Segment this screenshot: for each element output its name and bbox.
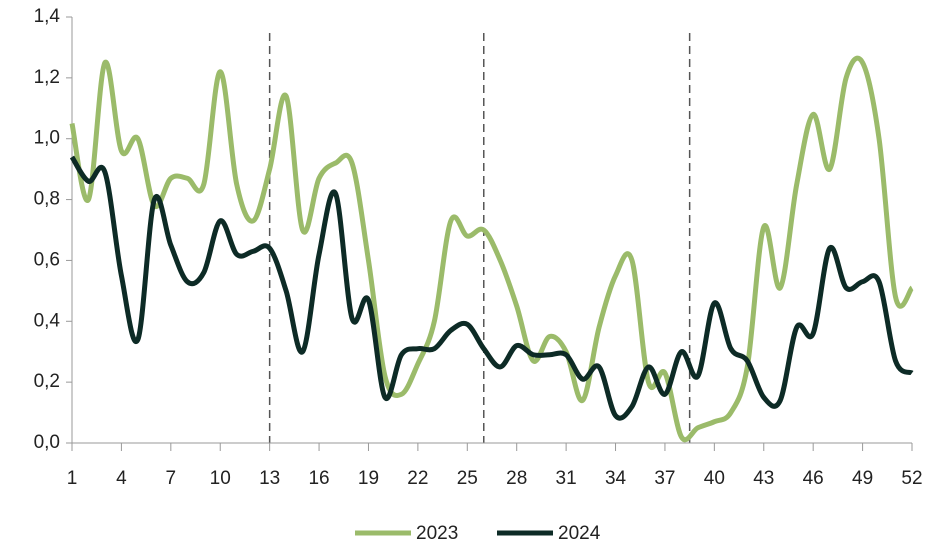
y-tick-label: 0,2 bbox=[34, 371, 60, 392]
x-tick-label: 4 bbox=[116, 468, 127, 489]
legend-label: 2023 bbox=[416, 523, 458, 544]
y-tick-label: 0,4 bbox=[34, 310, 61, 331]
y-tick-label: 1,2 bbox=[34, 67, 60, 88]
x-tick-label: 13 bbox=[259, 468, 280, 489]
series-line bbox=[69, 155, 914, 421]
x-tick-label: 40 bbox=[704, 468, 725, 489]
legend-label: 2024 bbox=[558, 523, 601, 544]
x-tick-label: 49 bbox=[852, 468, 873, 489]
x-tick-label: 46 bbox=[803, 468, 824, 489]
x-tick-label: 37 bbox=[654, 468, 675, 489]
x-tick-label: 10 bbox=[210, 468, 231, 489]
x-tick-label: 19 bbox=[358, 468, 379, 489]
x-tick-label: 1 bbox=[67, 468, 78, 489]
y-tick-label: 1,4 bbox=[34, 6, 61, 27]
x-tick-label: 31 bbox=[556, 468, 577, 489]
y-tick-label: 0,8 bbox=[34, 189, 60, 210]
x-tick-label: 25 bbox=[457, 468, 478, 489]
y-tick-label: 1,0 bbox=[34, 128, 60, 149]
x-tick-label: 22 bbox=[407, 468, 428, 489]
x-tick-label: 7 bbox=[166, 468, 177, 489]
x-tick-label: 52 bbox=[901, 468, 922, 489]
y-tick-label: 0,0 bbox=[34, 432, 60, 453]
x-tick-label: 16 bbox=[308, 468, 329, 489]
x-tick-label: 34 bbox=[605, 468, 627, 489]
x-tick-label: 43 bbox=[753, 468, 774, 489]
x-tick-label: 28 bbox=[506, 468, 527, 489]
series-line bbox=[69, 55, 915, 443]
y-tick-label: 0,6 bbox=[34, 249, 60, 270]
